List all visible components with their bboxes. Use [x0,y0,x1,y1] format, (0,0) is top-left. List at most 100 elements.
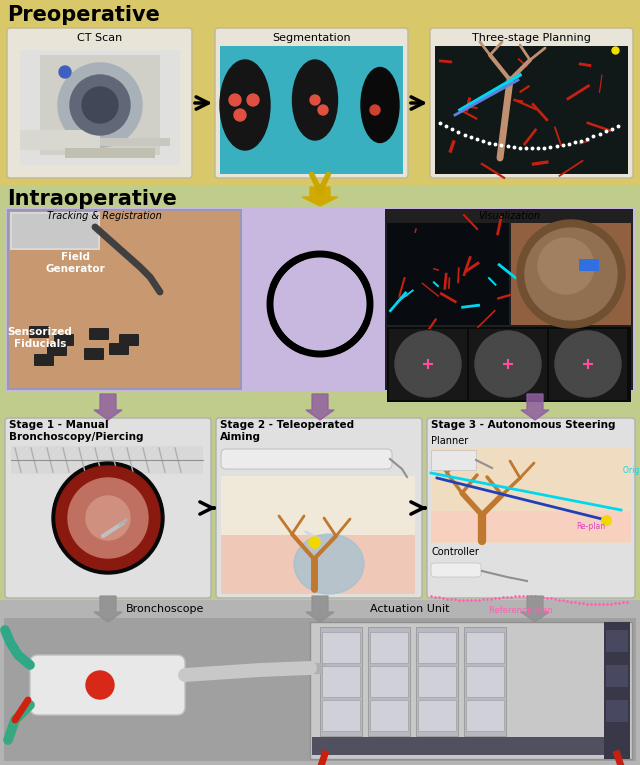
FancyBboxPatch shape [312,737,630,755]
Circle shape [310,95,320,105]
FancyBboxPatch shape [466,700,504,731]
FancyBboxPatch shape [370,666,408,697]
FancyBboxPatch shape [100,138,170,146]
Ellipse shape [220,60,270,150]
FancyBboxPatch shape [389,329,467,400]
FancyBboxPatch shape [0,600,640,765]
FancyBboxPatch shape [418,632,456,663]
Circle shape [86,496,130,540]
FancyBboxPatch shape [431,563,481,577]
FancyBboxPatch shape [322,700,360,731]
Text: Intraoperative: Intraoperative [7,189,177,209]
Circle shape [229,94,241,106]
Polygon shape [521,596,549,622]
FancyBboxPatch shape [0,400,640,600]
FancyBboxPatch shape [387,327,631,402]
Text: CT Scan: CT Scan [77,33,122,43]
Text: Stage 3 - Autonomous Steering: Stage 3 - Autonomous Steering [431,420,616,430]
FancyBboxPatch shape [464,627,506,736]
FancyBboxPatch shape [606,665,628,687]
Polygon shape [302,187,338,206]
FancyBboxPatch shape [606,630,628,652]
FancyBboxPatch shape [0,600,640,765]
FancyBboxPatch shape [430,28,633,178]
FancyBboxPatch shape [418,700,456,731]
FancyBboxPatch shape [320,627,362,736]
FancyBboxPatch shape [47,344,67,356]
Text: Original Plan: Original Plan [623,465,640,474]
Text: Three-stage Planning: Three-stage Planning [472,33,591,43]
Text: Visualization: Visualization [478,211,540,221]
FancyBboxPatch shape [7,209,242,390]
Text: Tracking & Registration: Tracking & Registration [47,211,162,221]
FancyBboxPatch shape [215,28,408,178]
Text: Sensorized
Fiducials: Sensorized Fiducials [8,327,72,349]
Text: Bronchoscope: Bronchoscope [126,604,204,614]
FancyBboxPatch shape [220,46,403,174]
Circle shape [555,331,621,397]
FancyBboxPatch shape [385,209,633,390]
Text: Stage 2 - Teleoperated
Aiming: Stage 2 - Teleoperated Aiming [220,420,354,441]
FancyBboxPatch shape [416,627,458,736]
FancyBboxPatch shape [54,334,74,346]
Text: Controller: Controller [431,547,479,557]
Circle shape [56,466,160,570]
FancyBboxPatch shape [12,214,98,248]
FancyBboxPatch shape [221,447,402,472]
Circle shape [538,238,594,294]
FancyBboxPatch shape [418,666,456,697]
FancyBboxPatch shape [310,622,632,759]
Circle shape [82,87,118,123]
FancyBboxPatch shape [368,627,410,736]
Circle shape [370,105,380,115]
Text: Segmentation: Segmentation [272,33,351,43]
FancyBboxPatch shape [469,329,547,400]
FancyBboxPatch shape [20,50,180,165]
FancyBboxPatch shape [322,666,360,697]
Circle shape [247,94,259,106]
Polygon shape [94,394,122,420]
FancyBboxPatch shape [7,28,192,178]
FancyBboxPatch shape [427,418,635,598]
FancyBboxPatch shape [221,476,415,594]
Circle shape [52,462,164,574]
Circle shape [395,331,461,397]
FancyBboxPatch shape [431,561,486,579]
FancyBboxPatch shape [579,259,599,271]
FancyBboxPatch shape [435,46,628,174]
Polygon shape [306,394,334,420]
FancyBboxPatch shape [34,354,54,366]
FancyBboxPatch shape [40,55,160,155]
Circle shape [70,75,130,135]
Polygon shape [94,596,122,622]
Polygon shape [521,394,549,420]
FancyBboxPatch shape [431,448,631,543]
Circle shape [318,105,328,115]
FancyBboxPatch shape [0,0,640,185]
Ellipse shape [292,60,337,140]
FancyBboxPatch shape [216,418,422,598]
Circle shape [86,671,114,699]
Circle shape [475,331,541,397]
Circle shape [59,66,71,78]
FancyBboxPatch shape [29,326,49,338]
FancyBboxPatch shape [466,632,504,663]
FancyBboxPatch shape [30,655,185,715]
FancyBboxPatch shape [511,223,631,325]
FancyBboxPatch shape [11,446,203,474]
Text: Stage 1 - Manual
Bronchoscopy/Piercing: Stage 1 - Manual Bronchoscopy/Piercing [9,420,143,441]
FancyBboxPatch shape [10,212,100,250]
FancyBboxPatch shape [5,207,635,392]
FancyBboxPatch shape [606,700,628,722]
Circle shape [517,220,625,328]
Polygon shape [306,596,334,622]
FancyBboxPatch shape [466,666,504,697]
Circle shape [58,63,142,147]
FancyBboxPatch shape [109,343,129,355]
FancyBboxPatch shape [119,334,139,346]
Circle shape [68,478,148,558]
Text: Field
Generator: Field Generator [45,252,105,274]
Text: Preoperative: Preoperative [7,5,160,25]
Circle shape [525,228,617,320]
FancyBboxPatch shape [89,328,109,340]
